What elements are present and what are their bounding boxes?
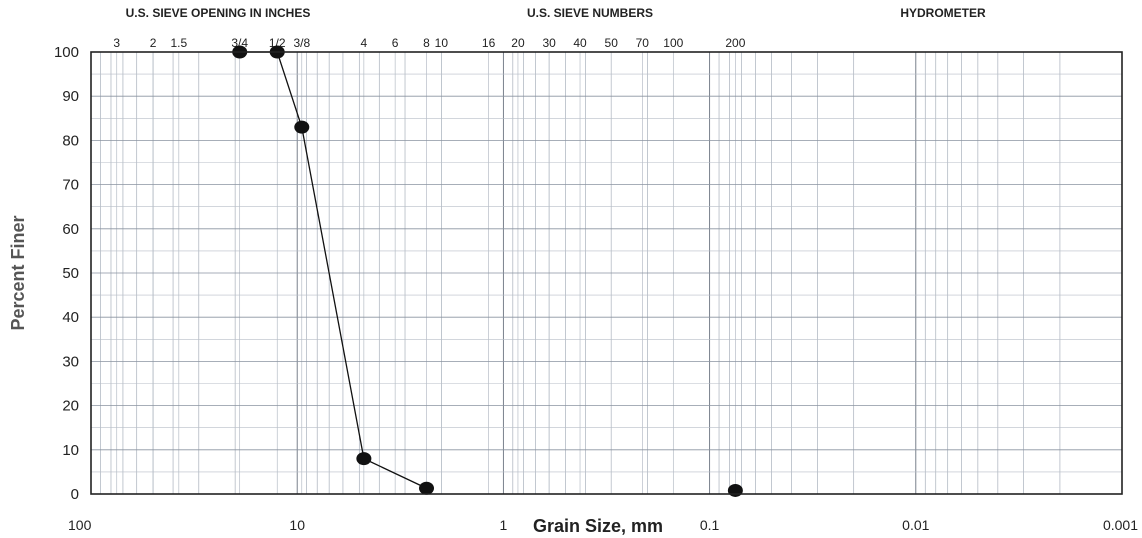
x-tick-labels: 100 10 1 0.1 0.01 0.001 (68, 517, 1138, 533)
grid (91, 51, 1122, 495)
sieve-label: 4 (361, 36, 368, 50)
sieve-label: 40 (573, 36, 587, 50)
sieve-label: 50 (605, 36, 619, 50)
header-sieve-numbers: U.S. SIEVE NUMBERS (527, 6, 653, 20)
x-tick-label: 100 (68, 517, 92, 533)
y-axis-label: Percent Finer (8, 215, 28, 330)
x-tick-label: 10 (289, 517, 305, 533)
sieve-label: 8 (423, 36, 430, 50)
sieve-label: 16 (482, 36, 496, 50)
sieve-label: 3 (113, 36, 120, 50)
x-tick-label: 0.01 (902, 517, 929, 533)
x-tick-label: 0.001 (1103, 517, 1138, 533)
sieve-label: 100 (663, 36, 683, 50)
y-tick-label: 10 (62, 442, 79, 459)
data-point (727, 483, 743, 497)
data-point (294, 120, 310, 134)
sieve-label: 6 (392, 36, 399, 50)
sieve-labels: 3 2 1.5 3/4 1/2 3/8 4 6 8 10 16 20 30 40 50 70 100 200 (113, 36, 745, 50)
data-point (356, 452, 372, 466)
data-point (419, 481, 435, 495)
sieve-label: 70 (636, 36, 650, 50)
y-tick-label: 40 (62, 309, 79, 326)
y-tick-label: 90 (62, 88, 79, 105)
sieve-label: 20 (511, 36, 525, 50)
y-tick-labels: 0 10 20 30 40 50 60 70 80 90 100 (54, 44, 79, 503)
y-tick-label: 70 (62, 177, 79, 194)
x-tick-label: 1 (500, 517, 508, 533)
plot-frame (90, 51, 1123, 495)
x-tick-label: 0.1 (700, 517, 720, 533)
sieve-label: 1.5 (170, 36, 187, 50)
y-tick-label: 80 (62, 132, 79, 149)
sieve-label: 10 (435, 36, 449, 50)
y-tick-label: 50 (62, 265, 79, 282)
sieve-label: 3/8 (293, 36, 310, 50)
y-tick-label: 60 (62, 221, 79, 238)
series-line (239, 51, 427, 489)
header-hydrometer: HYDROMETER (900, 6, 986, 20)
data-series (232, 45, 743, 497)
y-tick-label: 100 (54, 44, 79, 61)
header-sieve-inches: U.S. SIEVE OPENING IN INCHES (126, 6, 311, 20)
sieve-label: 30 (542, 36, 556, 50)
y-tick-label: 20 (62, 398, 79, 415)
y-tick-label: 0 (71, 486, 79, 503)
sieve-label: 200 (725, 36, 745, 50)
x-axis-label: Grain Size, mm (533, 516, 663, 536)
y-tick-label: 30 (62, 353, 79, 370)
sieve-label: 3/4 (231, 36, 248, 50)
sieve-label: 1/2 (269, 36, 286, 50)
sieve-label: 2 (150, 36, 157, 50)
